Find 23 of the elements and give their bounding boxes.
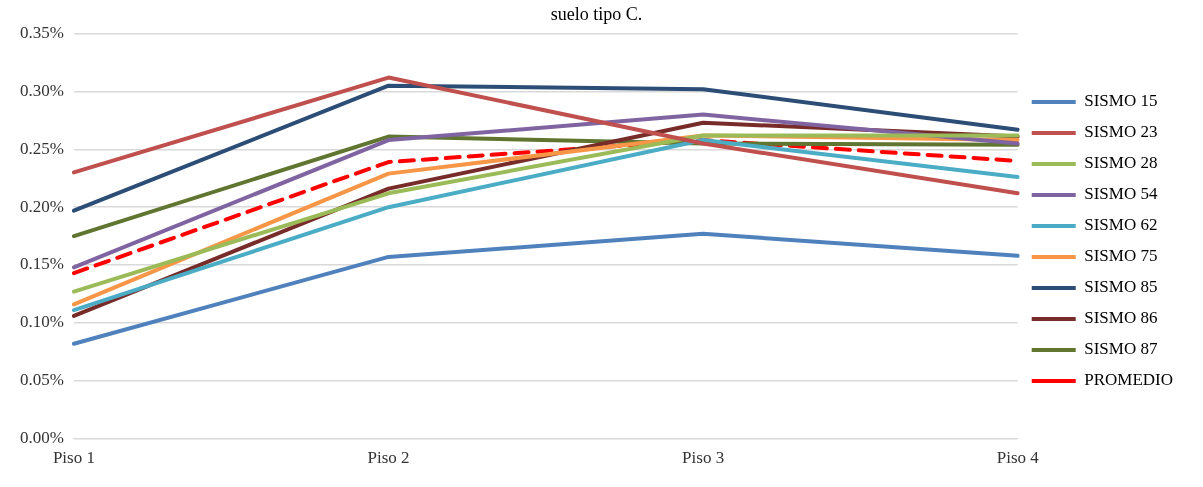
x-tick-label: Piso 1 <box>52 448 95 468</box>
legend-label: SISMO 54 <box>1084 184 1158 204</box>
legend-label: SISMO 15 <box>1084 91 1158 111</box>
legend-label: SISMO 87 <box>1084 339 1158 359</box>
y-tick-label: 0.00% <box>19 428 64 448</box>
legend-label: SISMO 62 <box>1084 215 1158 235</box>
legend-label: SISMO 23 <box>1084 122 1158 142</box>
chart-title: suelo tipo C. <box>550 3 643 24</box>
y-tick-label: 0.05% <box>19 370 64 390</box>
y-tick-label: 0.25% <box>19 138 64 158</box>
x-tick-label: Piso 4 <box>996 448 1040 468</box>
legend-label: PROMEDIO <box>1084 370 1174 390</box>
legend-label: SISMO 86 <box>1084 308 1158 328</box>
legend-label: SISMO 75 <box>1084 246 1158 266</box>
x-tick-label: Piso 3 <box>682 448 725 468</box>
y-tick-label: 0.10% <box>19 312 64 332</box>
y-tick-label: 0.20% <box>19 196 64 216</box>
legend-label: SISMO 28 <box>1084 153 1158 173</box>
y-tick-label: 0.35% <box>19 23 64 43</box>
x-tick-label: Piso 2 <box>367 448 410 468</box>
y-tick-label: 0.15% <box>19 254 64 274</box>
y-tick-label: 0.30% <box>19 80 64 100</box>
legend-label: SISMO 85 <box>1084 277 1158 297</box>
